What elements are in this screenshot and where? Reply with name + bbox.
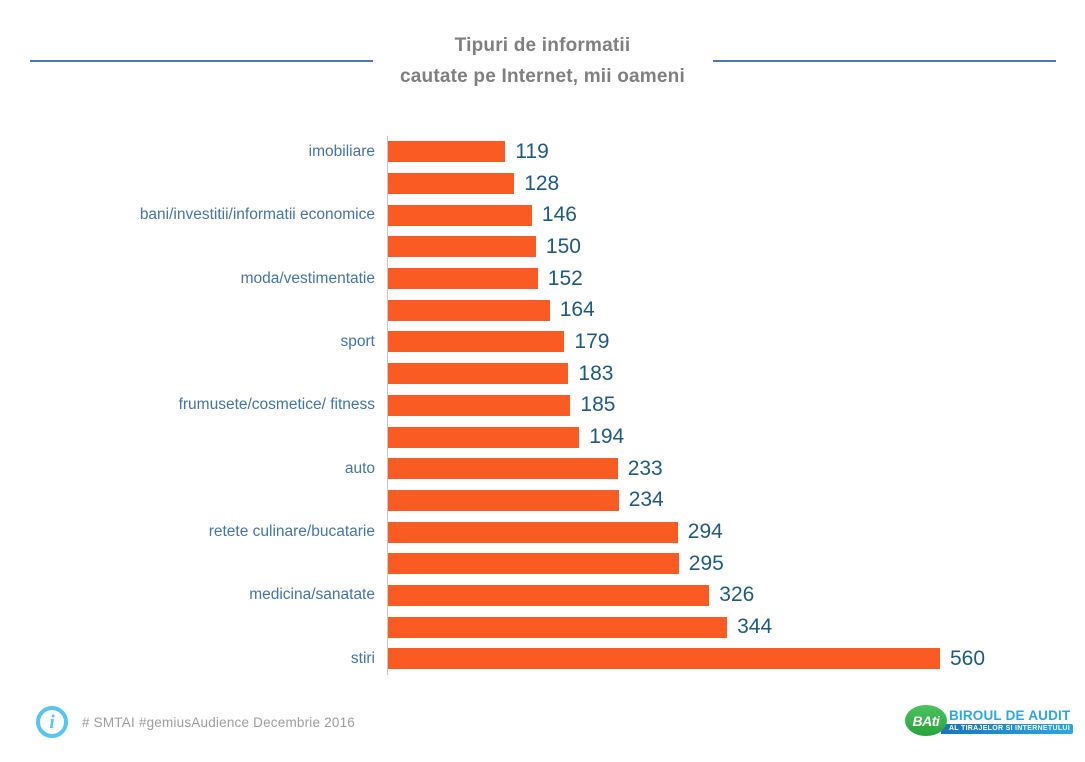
category-label: stiri: [350, 649, 375, 667]
chart-title: Tipuri de informatii cautate pe Internet…: [0, 30, 1085, 92]
bar-row: retete culinare/bucatarie 294: [0, 516, 1085, 548]
info-icon: i: [36, 706, 68, 738]
bar-row: sport 179: [0, 326, 1085, 358]
bar-area: 146: [387, 199, 1085, 232]
bar-area: 294: [387, 516, 1085, 548]
value-label: 183: [578, 361, 614, 385]
value-label: 164: [559, 298, 595, 322]
bar: [388, 363, 569, 385]
bar: [388, 268, 538, 290]
value-label: 119: [515, 139, 549, 163]
value-label: 152: [547, 266, 583, 290]
bar-row: 183: [0, 357, 1085, 390]
bar-area: 194: [387, 421, 1085, 453]
category-label: frumusete/cosmetice/ fitness: [178, 396, 375, 414]
chart-rows: imobiliare 119 128 bani/investitii/informat…: [0, 136, 1085, 675]
bar-row: stiri 560: [0, 643, 1085, 675]
bar: [388, 173, 515, 195]
value-label: 146: [541, 203, 577, 227]
footer: i # SMTAI #gemiusAudience Decembrie 2016: [36, 706, 355, 738]
bar: [388, 204, 532, 226]
chart-title-line2: cautate pe Internet, mii oameni: [400, 66, 685, 87]
value-label: 194: [589, 425, 625, 449]
bati-logo-line2: AL TIRAJELOR SI INTERNETULUI: [940, 723, 1073, 734]
bar: [388, 426, 580, 448]
bar-row: 164: [0, 294, 1085, 327]
bar-row: 128: [0, 167, 1085, 200]
bar: [388, 584, 710, 606]
value-label: 233: [627, 456, 663, 480]
source-text: # SMTAI #gemiusAudience Decembrie 2016: [82, 714, 355, 730]
bar: [388, 648, 940, 670]
bar-row: 150: [0, 231, 1085, 263]
value-label: 294: [687, 520, 723, 544]
bar-area: 326: [387, 579, 1085, 612]
bar: [388, 553, 679, 575]
bar-area: 233: [387, 452, 1085, 485]
bar: [388, 331, 565, 353]
bar-row: 194: [0, 421, 1085, 453]
bar-area: 560: [387, 643, 1085, 675]
bar-area: 128: [387, 167, 1085, 200]
bar-row: medicina/sanatate 326: [0, 579, 1085, 612]
chart-title-line1: Tipuri de informatii: [454, 35, 631, 56]
bar-area: 295: [387, 547, 1085, 580]
bati-logo-line1: BIROUL DE AUDIT: [948, 707, 1071, 723]
bar-row: 295: [0, 547, 1085, 580]
bar-area: 150: [387, 231, 1085, 263]
bar-area: 344: [387, 611, 1085, 643]
bar-row: auto 233: [0, 452, 1085, 485]
bar-area: 179: [387, 326, 1085, 358]
value-label: 185: [580, 393, 616, 417]
category-label: sport: [340, 332, 375, 350]
bar: [388, 236, 536, 258]
bar-row: 344: [0, 611, 1085, 643]
bar: [388, 489, 619, 511]
bar: [388, 521, 678, 543]
category-label: retete culinare/bucatarie: [208, 523, 375, 541]
bati-logo-badge: BAti: [904, 705, 947, 736]
bar-row: imobiliare 119: [0, 136, 1085, 168]
bar-row: frumusete/cosmetice/ fitness 185: [0, 389, 1085, 422]
value-label: 295: [688, 551, 724, 575]
bati-logo: BAti BIROUL DE AUDIT AL TIRAJELOR SI INT…: [904, 705, 1073, 736]
bar-row: bani/investitii/informatii economice 146: [0, 199, 1085, 232]
category-label: medicina/sanatate: [249, 586, 375, 604]
value-label: 560: [950, 646, 986, 670]
category-label: imobiliare: [308, 142, 375, 160]
bati-logo-text: BIROUL DE AUDIT AL TIRAJELOR SI INTERNET…: [940, 707, 1073, 734]
bar-area: 119: [387, 136, 1085, 168]
category-label: bani/investitii/informatii economice: [139, 206, 375, 224]
bar-area: 164: [387, 294, 1085, 327]
category-label: moda/vestimentatie: [240, 269, 375, 287]
title-rule-right: [713, 60, 1056, 62]
value-label: 128: [524, 171, 560, 195]
title-rule-left: [30, 60, 373, 62]
value-label: 179: [574, 329, 610, 353]
bar-area: 152: [387, 262, 1085, 295]
bar-chart: imobiliare 119 128 bani/investitii/informat…: [0, 136, 1085, 675]
bar-row: 234: [0, 484, 1085, 517]
value-label: 234: [628, 488, 664, 512]
value-label: 344: [737, 615, 773, 639]
bar: [388, 141, 506, 163]
category-label: auto: [344, 459, 375, 477]
bar-area: 183: [387, 357, 1085, 390]
bar: [388, 394, 571, 416]
bar-area: 234: [387, 484, 1085, 517]
bar-row: moda/vestimentatie 152: [0, 262, 1085, 295]
bar: [388, 299, 550, 321]
bar: [388, 616, 728, 638]
bar: [388, 458, 618, 480]
value-label: 326: [719, 583, 755, 607]
bar-area: 185: [387, 389, 1085, 422]
value-label: 150: [545, 234, 581, 258]
